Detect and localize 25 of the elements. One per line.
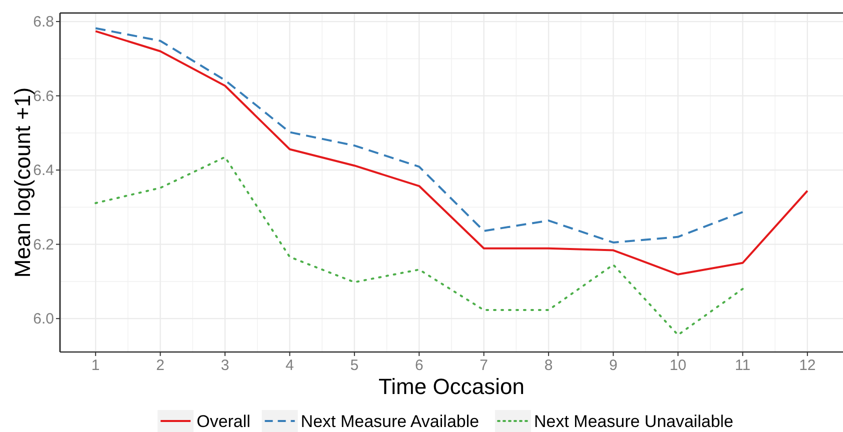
legend-label: Next Measure Unavailable bbox=[534, 412, 734, 431]
x-tick-label: 10 bbox=[670, 357, 686, 374]
y-tick-label: 6.6 bbox=[33, 88, 54, 105]
x-axis-title: Time Occasion bbox=[378, 374, 524, 399]
x-tick-label: 7 bbox=[480, 357, 488, 374]
x-tick-label: 5 bbox=[350, 357, 359, 374]
y-tick-label: 6.0 bbox=[33, 310, 54, 328]
y-tick-label: 6.2 bbox=[33, 236, 54, 254]
x-tick-label: 3 bbox=[220, 357, 230, 374]
x-tick-label: 2 bbox=[156, 357, 164, 374]
y-tick-label: 6.4 bbox=[33, 162, 54, 180]
x-tick-label: 11 bbox=[734, 357, 750, 374]
y-tick-label: 6.8 bbox=[33, 14, 54, 31]
x-tick-label: 8 bbox=[544, 357, 553, 374]
x-tick-label: 4 bbox=[286, 357, 294, 374]
line-series bbox=[94, 30, 808, 276]
x-tick-label: 9 bbox=[609, 357, 618, 374]
line-series bbox=[94, 27, 744, 244]
line-series bbox=[94, 156, 744, 336]
x-tick-label: 12 bbox=[799, 357, 816, 374]
x-tick-label: 6 bbox=[414, 357, 424, 374]
legend-label: Overall bbox=[196, 412, 250, 431]
x-tick-label: 1 bbox=[91, 357, 100, 374]
legend-label: Next Measure Available bbox=[300, 412, 480, 431]
y-axis-title: Mean log(count +1) bbox=[10, 87, 35, 278]
